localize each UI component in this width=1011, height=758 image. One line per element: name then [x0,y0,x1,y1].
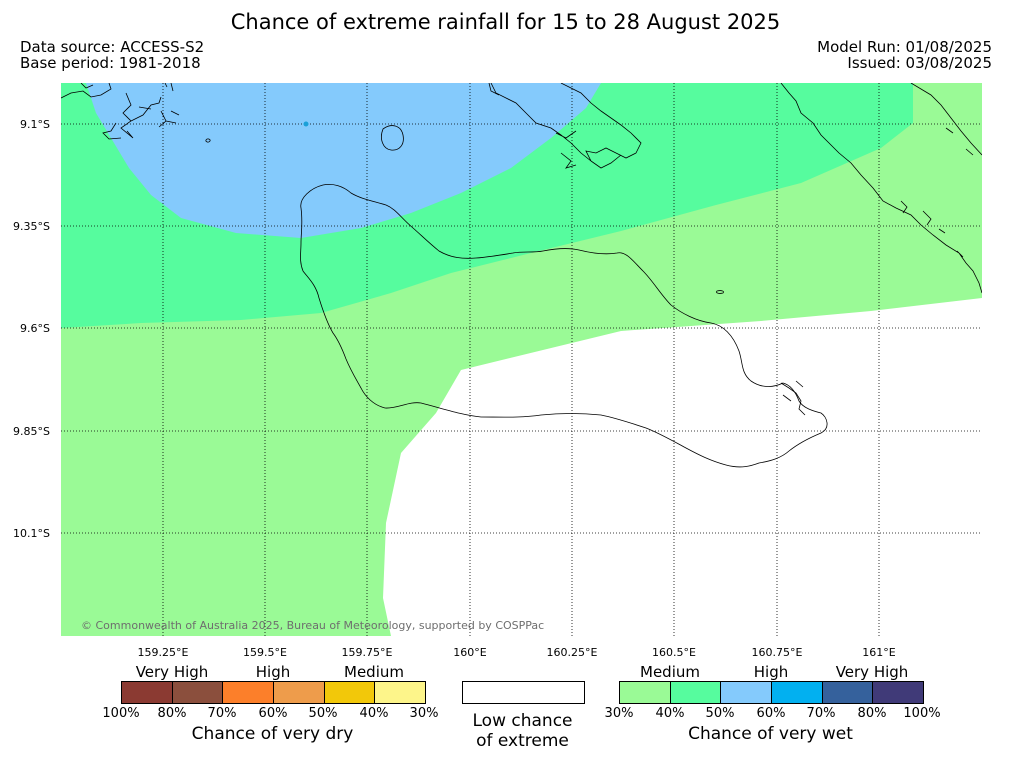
dry-color-swatch [172,682,224,703]
coastline-savo [381,125,404,151]
location-marker [303,121,309,127]
wet-heading-medium: Medium [640,663,700,681]
zone-higher-wet [86,83,601,238]
lon-label: 160.5°E [652,646,696,659]
coastline-florida-islands [490,83,642,169]
dry-heading-high: High [255,663,291,681]
lon-label: 160.75°E [751,646,803,659]
lat-label: 9.85°S [13,425,50,438]
dry-colorbar [121,681,426,704]
zone-medium-wet-east [913,83,982,123]
coastlines [61,83,982,468]
low-chance-swatch [462,681,585,704]
wet-color-swatch [620,682,671,703]
data-source-label: Data source: ACCESS-S2 [20,38,205,56]
wet-tick: 50% [705,706,735,721]
wet-legend-title: Chance of very wet [688,724,853,744]
dry-tick: 70% [207,706,237,721]
copyright-notice: © Commonwealth of Australia 2025, Bureau… [81,619,545,632]
low-chance-title-line1: Low chance [472,711,573,731]
wet-heading-high: High [753,663,789,681]
wet-tick: 60% [756,706,786,721]
dry-heading-medium: Medium [344,663,404,681]
dry-color-swatch [274,682,325,703]
dry-tick: 80% [157,706,187,721]
coastline-marau [780,380,806,416]
model-run-label: Model Run: 01/08/2025 [817,38,992,56]
dry-color-swatch [375,682,426,703]
wet-tick: 30% [604,706,634,721]
wet-tick: 80% [857,706,887,721]
coastline-malaita [780,83,982,294]
lat-label: 9.35°S [13,220,50,233]
low-chance-title-line2: of extreme [476,731,569,751]
dry-legend-title: Chance of very dry [191,724,354,744]
wet-heading-very-high: Very High [835,663,909,681]
dry-color-swatch [324,682,376,703]
wet-tick: 70% [806,706,836,721]
lon-label: 159.75°E [341,646,393,659]
dry-tick: 60% [258,706,288,721]
lon-label: 159.5°E [243,646,287,659]
wet-color-swatch [670,682,722,703]
lat-label: 9.1°S [20,118,50,131]
graticule [61,83,982,636]
dry-tick: 50% [308,706,338,721]
lat-label: 9.6°S [20,322,50,335]
wet-color-swatch [772,682,823,703]
lon-label: 161°E [862,646,896,659]
dry-tick: 40% [359,706,389,721]
wet-color-swatch [721,682,773,703]
base-period-label: Base period: 1981-2018 [20,54,201,72]
lon-label: 159.25°E [137,646,189,659]
lon-label: 160°E [453,646,487,659]
zone-low-chance [383,298,982,636]
dry-color-swatch [122,682,173,703]
coastline-guadalcanal [300,184,828,468]
wet-tick: 100% [903,706,941,721]
lon-label: 160.25°E [546,646,598,659]
lat-label: 10.1°S [13,527,50,540]
forecast-map: © Commonwealth of Australia 2025, Bureau… [61,83,982,636]
dry-heading-very-high: Very High [135,663,209,681]
dry-tick: 100% [102,706,140,721]
coastline-russell-islands [61,83,180,140]
dry-tick: 30% [409,706,439,721]
dry-color-swatch [223,682,275,703]
issued-label: Issued: 03/08/2025 [847,54,992,72]
wet-colorbar [619,681,924,704]
map-title: Chance of extreme rainfall for 15 to 28 … [230,10,781,34]
wet-color-swatch [822,682,874,703]
wet-color-swatch [873,682,924,703]
wet-tick: 40% [655,706,685,721]
